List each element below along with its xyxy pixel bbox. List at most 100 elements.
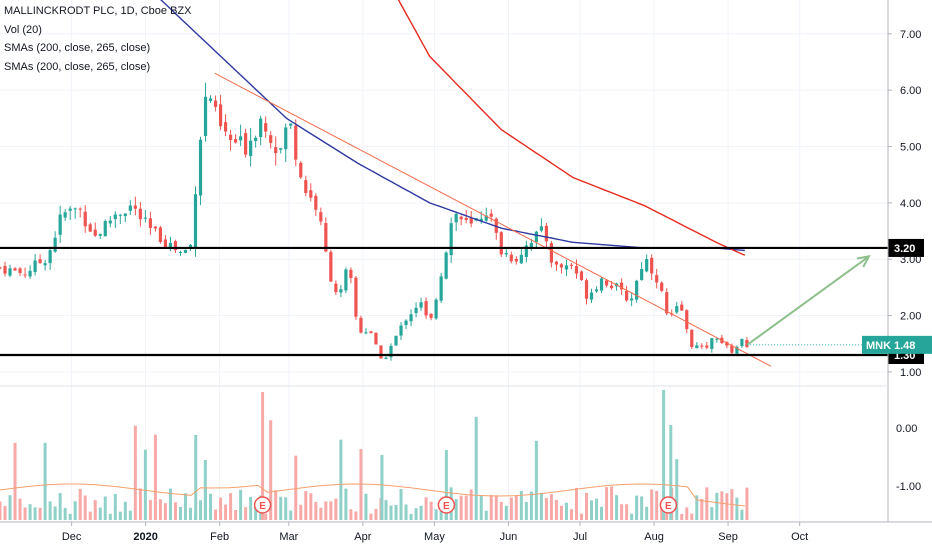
horizontal-levels[interactable]: 3.201.30	[0, 238, 924, 365]
candle-body	[173, 241, 178, 251]
volume-bar	[199, 500, 203, 520]
candle-body	[163, 239, 168, 248]
volume-bar	[284, 497, 288, 520]
candle-body	[13, 268, 17, 271]
candle-body	[514, 258, 518, 262]
candle-body	[735, 346, 739, 354]
legend-sma-2[interactable]: SMAs (200, close, 265, close)	[4, 60, 151, 73]
volume-bar	[414, 508, 418, 520]
trendline	[214, 72, 772, 367]
volume-bar	[329, 501, 333, 520]
volume-bar	[544, 498, 548, 520]
legend-volume[interactable]: Vol (20)	[4, 23, 42, 36]
volume-tick-label: 0.00	[896, 423, 917, 435]
candle-body	[73, 208, 77, 210]
volume-bar	[484, 510, 488, 520]
candle-body	[645, 259, 649, 272]
candle-body	[123, 213, 127, 217]
projection-arrow	[746, 255, 870, 346]
candle-body	[98, 234, 102, 236]
earnings-marker-icon	[659, 496, 678, 514]
volume-bar	[635, 495, 639, 520]
candle-body	[223, 122, 228, 132]
volume-bar	[600, 506, 604, 520]
candle-body	[434, 299, 438, 319]
volume-bar	[113, 493, 117, 520]
volume-bar	[625, 504, 629, 520]
volume-bar	[620, 504, 624, 520]
volume-bar	[163, 503, 167, 520]
legend-title[interactable]: MALLINCKRODT PLC, 1D, Cboe BZX	[4, 5, 192, 17]
candle-body	[529, 243, 533, 248]
candle-body	[168, 242, 173, 249]
volume-bar	[324, 501, 328, 520]
candle-body	[239, 136, 243, 141]
candle-body	[284, 127, 288, 150]
candle-body	[63, 212, 67, 218]
price-tick-label: 2.00	[900, 311, 921, 323]
candle-body	[574, 266, 579, 274]
volume-bar	[78, 488, 82, 520]
candle-body	[48, 250, 52, 264]
candle-body	[113, 214, 117, 220]
candle-body	[329, 251, 333, 282]
candle-body	[479, 218, 483, 222]
volume-bar	[158, 499, 162, 520]
candle-body	[153, 226, 157, 229]
candle-body	[264, 123, 268, 132]
candle-body	[599, 278, 604, 291]
volume-bar	[269, 420, 273, 520]
volume-bar	[725, 493, 729, 520]
candle-body	[379, 345, 383, 359]
candle-body	[625, 290, 629, 301]
volume-bar	[504, 505, 508, 520]
candle-body	[700, 345, 704, 347]
candle-body	[539, 226, 543, 231]
candle-body	[93, 229, 97, 236]
volume-bar	[18, 498, 22, 520]
candle-body	[740, 338, 744, 347]
candle-body	[198, 139, 203, 196]
candle-body	[394, 335, 398, 346]
volume-bar	[650, 489, 654, 520]
candle-body	[193, 194, 198, 248]
candle-body	[389, 345, 393, 358]
candle-body	[584, 280, 589, 299]
earnings-marker-label: E	[259, 501, 266, 512]
volume-bar	[715, 492, 719, 520]
volume-bar	[419, 505, 423, 520]
volume-bar	[209, 493, 213, 520]
candle-body	[38, 259, 42, 263]
price-tick-label: 1.00	[900, 367, 921, 379]
candle-body	[640, 268, 644, 281]
volume-bar	[524, 501, 528, 520]
volume-tick-label: -1.00	[896, 481, 921, 493]
candle-body	[3, 265, 7, 274]
candle-body	[304, 180, 308, 193]
candle-body	[419, 302, 423, 308]
legend-sma-1[interactable]: SMAs (200, close, 265, close)	[4, 42, 151, 54]
candle-body	[188, 244, 193, 248]
volume-bar	[469, 489, 473, 520]
candle-body	[289, 123, 293, 126]
candle-body	[414, 307, 418, 314]
volume-bar	[214, 509, 218, 520]
candle-body	[103, 220, 107, 237]
price-tick-label: 6.00	[900, 85, 921, 97]
candle-body	[254, 137, 258, 142]
candle-body	[83, 211, 87, 227]
candle-body	[399, 325, 403, 336]
volume-bar	[700, 498, 704, 520]
candle-body	[354, 277, 358, 317]
volume-bar	[454, 499, 458, 520]
volume-bar	[244, 507, 248, 520]
volume-bar	[219, 497, 223, 520]
volume-bar	[514, 495, 518, 520]
volume-bar	[8, 495, 12, 520]
volume-bar	[615, 495, 619, 520]
candle-body	[344, 269, 348, 291]
volume-bar	[234, 510, 238, 520]
volume-bar	[740, 509, 744, 520]
volume-bar	[434, 509, 438, 520]
